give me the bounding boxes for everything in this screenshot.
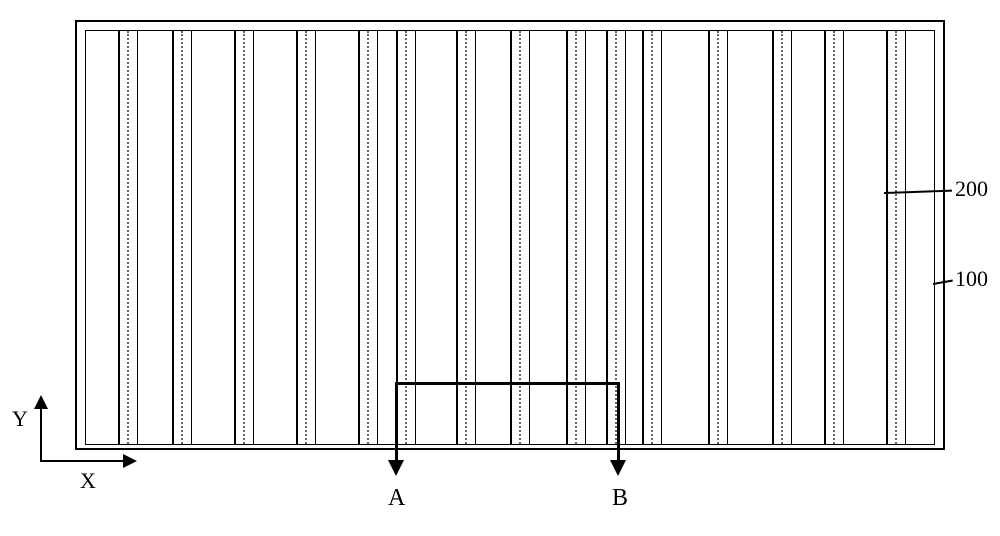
stripe-center-dotted bbox=[833, 31, 835, 444]
stripe-right-line bbox=[315, 31, 317, 444]
y-axis-arrow bbox=[34, 395, 48, 409]
stripe-right-line bbox=[137, 31, 139, 444]
stripe-right-line bbox=[843, 31, 845, 444]
stripe-left-line bbox=[824, 31, 826, 444]
stripe bbox=[234, 31, 254, 444]
callout-100-label: 100 bbox=[955, 266, 988, 292]
section-arrow-right bbox=[610, 460, 626, 476]
stripe bbox=[642, 31, 662, 444]
stripe bbox=[886, 31, 906, 444]
stripe-center-dotted bbox=[181, 31, 183, 444]
stripe-center-dotted bbox=[367, 31, 369, 444]
x-axis-label: X bbox=[80, 468, 96, 494]
stripe-left-line bbox=[234, 31, 236, 444]
stripe-left-line bbox=[358, 31, 360, 444]
callout-200-label: 200 bbox=[955, 176, 988, 202]
stripe-right-line bbox=[377, 31, 379, 444]
diagram-container bbox=[75, 20, 945, 450]
stripe bbox=[358, 31, 378, 444]
stripe bbox=[296, 31, 316, 444]
stripe-left-line bbox=[118, 31, 120, 444]
stripe-right-line bbox=[661, 31, 663, 444]
stripe-right-line bbox=[905, 31, 907, 444]
section-label-a: A bbox=[388, 485, 405, 512]
stripe-right-line bbox=[191, 31, 193, 444]
y-axis-line bbox=[40, 400, 42, 460]
stripe-left-line bbox=[642, 31, 644, 444]
stripe bbox=[708, 31, 728, 444]
y-axis-label: Y bbox=[12, 406, 28, 432]
stripe-right-line bbox=[727, 31, 729, 444]
section-vertical-left bbox=[395, 382, 398, 462]
section-vertical-right bbox=[617, 382, 620, 462]
section-arrow-left bbox=[388, 460, 404, 476]
stripe-center-dotted bbox=[717, 31, 719, 444]
stripe-left-line bbox=[708, 31, 710, 444]
stripe-right-line bbox=[791, 31, 793, 444]
stripe-left-line bbox=[296, 31, 298, 444]
stripe bbox=[172, 31, 192, 444]
stripe bbox=[772, 31, 792, 444]
stripe bbox=[118, 31, 138, 444]
stripe-right-line bbox=[253, 31, 255, 444]
x-axis-line bbox=[40, 460, 125, 462]
stripe-left-line bbox=[172, 31, 174, 444]
x-axis-arrow bbox=[123, 454, 137, 468]
stripe-center-dotted bbox=[895, 31, 897, 444]
stripe-left-line bbox=[886, 31, 888, 444]
stripe-center-dotted bbox=[651, 31, 653, 444]
stripe-right-line bbox=[625, 31, 627, 444]
section-horizontal-line bbox=[395, 382, 620, 385]
stripe-center-dotted bbox=[243, 31, 245, 444]
stripe-left-line bbox=[772, 31, 774, 444]
section-label-b: B bbox=[612, 485, 628, 512]
stripe-center-dotted bbox=[781, 31, 783, 444]
stripe-center-dotted bbox=[305, 31, 307, 444]
stripe-center-dotted bbox=[127, 31, 129, 444]
stripe bbox=[824, 31, 844, 444]
